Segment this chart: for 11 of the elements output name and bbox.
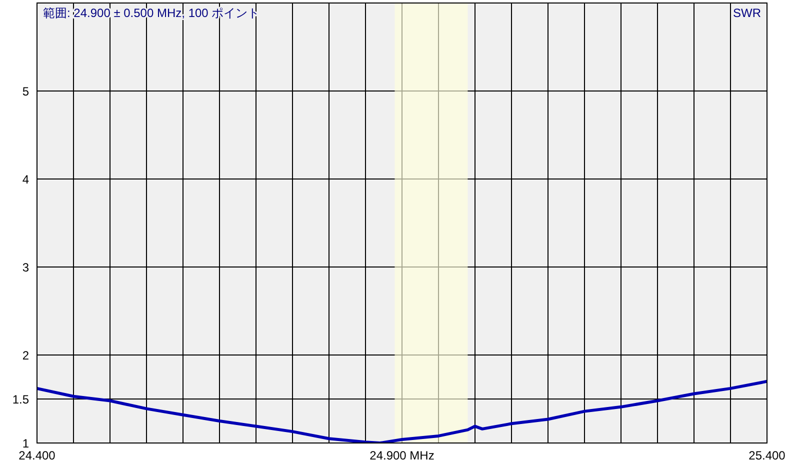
line-series — [37, 380, 767, 443]
x-tick-label: 24.400 — [18, 448, 56, 463]
x-tick-label: 24.900 MHz — [370, 448, 434, 463]
y-tick-label: 2 — [22, 348, 30, 362]
y-axis-title: SWR — [733, 6, 762, 20]
y-tick-label: 5 — [22, 84, 30, 98]
x-tick-label: 25.400 — [748, 448, 786, 463]
y-tick-label: 1 — [22, 436, 30, 450]
y-tick-label: 4 — [22, 172, 30, 186]
y-tick-label: 1.5 — [12, 392, 30, 406]
y-tick-label: 3 — [22, 260, 30, 274]
